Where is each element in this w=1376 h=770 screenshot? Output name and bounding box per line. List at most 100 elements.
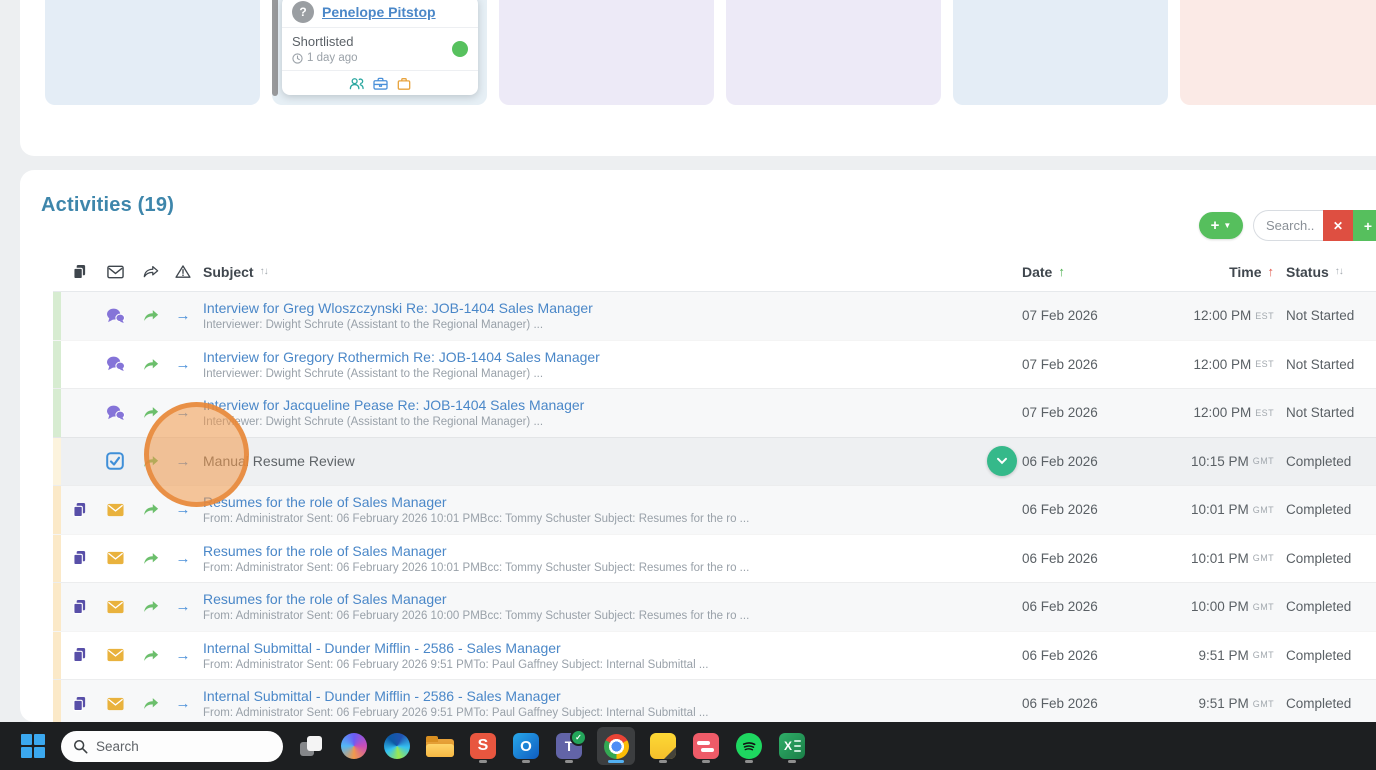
copilot-button[interactable] <box>339 728 369 764</box>
table-row[interactable]: → Resumes for the role of Sales Manager … <box>53 582 1376 631</box>
task-view-icon <box>299 734 323 758</box>
candidate-avatar: ? <box>292 0 314 23</box>
arrow-right-icon[interactable]: → <box>175 501 191 519</box>
table-row[interactable]: → Interview for Jacqueline Pease Re: JOB… <box>53 388 1376 437</box>
outlook-button[interactable]: O <box>511 728 541 764</box>
time-column-header[interactable]: Time <box>1229 263 1262 280</box>
activity-time: 9:51 PM <box>1198 696 1249 712</box>
activity-subject-link[interactable]: Resumes for the role of Sales Manager <box>203 591 447 608</box>
forward-icon[interactable] <box>143 406 159 419</box>
table-row[interactable]: → Manual Resume Review 06 Feb 2026 10:15… <box>53 436 1376 485</box>
briefcase-icon[interactable] <box>373 77 388 90</box>
activity-timezone: GMT <box>1252 504 1274 515</box>
spotify-icon <box>736 733 762 759</box>
activity-subject-link[interactable]: Resumes for the role of Sales Manager <box>203 494 447 511</box>
copy-column-icon[interactable] <box>72 264 87 280</box>
sort-icon[interactable]: ↑↓ <box>259 266 269 277</box>
teams-button[interactable]: T ✓ <box>554 728 587 764</box>
activity-status: Not Started <box>1286 308 1355 324</box>
sort-asc-icon[interactable]: ↑ <box>1058 264 1065 279</box>
activity-status: Not Started <box>1286 405 1355 421</box>
taskbar-search-label: Search <box>96 738 139 754</box>
activity-subject-link[interactable]: Internal Submittal - Dunder Mifflin - 25… <box>203 688 561 705</box>
forward-icon[interactable] <box>143 552 159 565</box>
activity-time: 10:15 PM <box>1191 453 1249 469</box>
arrow-right-icon[interactable]: → <box>175 549 191 567</box>
candidate-name-link[interactable]: Penelope Pitstop <box>322 3 436 20</box>
add-activity-button[interactable]: + ▼ <box>1199 212 1243 239</box>
activity-subject-link[interactable]: Internal Submittal - Dunder Mifflin - 25… <box>203 639 561 656</box>
table-row[interactable]: → Interview for Gregory Rothermich Re: J… <box>53 339 1376 388</box>
sublime-text-icon: S <box>470 733 496 759</box>
chrome-button[interactable] <box>597 727 635 765</box>
activity-status: Completed <box>1286 502 1352 518</box>
chrome-active-tile <box>597 727 635 765</box>
table-row[interactable]: → Resumes for the role of Sales Manager … <box>53 533 1376 582</box>
table-row[interactable]: → Interview for Greg Wloszczynski Re: JO… <box>53 292 1376 340</box>
activity-subject-link[interactable]: Interview for Greg Wloszczynski Re: JOB-… <box>203 300 593 317</box>
forward-column-icon[interactable] <box>143 265 159 278</box>
table-row[interactable]: → Internal Submittal - Dunder Mifflin - … <box>53 679 1376 722</box>
edge-button[interactable] <box>382 728 412 764</box>
warning-column-icon[interactable] <box>175 264 191 279</box>
table-row[interactable]: → Resumes for the role of Sales Manager … <box>53 485 1376 534</box>
pink-stripes-app-button[interactable] <box>691 728 721 764</box>
status-column-header[interactable]: Status <box>1286 263 1329 280</box>
arrow-right-icon[interactable]: → <box>175 307 191 325</box>
search-go-button[interactable]: + <box>1353 210 1376 241</box>
activity-subject-link[interactable]: Interview for Jacqueline Pease Re: JOB-1… <box>203 397 585 414</box>
sort-icon[interactable]: ↑↓ <box>1334 266 1344 277</box>
candidate-card[interactable]: ? Penelope Pitstop Shortlisted 1 day ago <box>282 0 478 95</box>
taskbar-search[interactable]: Search <box>61 730 283 762</box>
activities-search-input[interactable] <box>1253 210 1323 241</box>
arrow-right-icon[interactable]: → <box>175 695 191 713</box>
mail-icon <box>106 697 124 710</box>
sublime-text-button[interactable]: S <box>468 728 498 764</box>
task-view-button[interactable] <box>296 728 326 764</box>
forward-icon[interactable] <box>143 455 159 468</box>
mail-icon <box>106 649 124 662</box>
activity-time: 10:00 PM <box>1191 599 1249 615</box>
row-status-stripe <box>53 631 61 679</box>
clear-search-button[interactable]: ✕ <box>1323 210 1353 241</box>
chat-bubbles-icon <box>106 308 125 323</box>
date-column-header[interactable]: Date <box>1022 263 1053 280</box>
activity-subject-link[interactable]: Manual Resume Review <box>203 453 355 470</box>
lane-scrollbar[interactable] <box>272 0 278 96</box>
sticky-notes-button[interactable] <box>648 728 678 764</box>
activity-status: Completed <box>1286 647 1352 663</box>
expand-row-button[interactable] <box>987 446 1017 477</box>
forward-icon[interactable] <box>143 600 159 613</box>
forward-icon[interactable] <box>143 649 159 662</box>
forward-icon[interactable] <box>143 697 159 710</box>
pipeline-lane-4 <box>726 0 941 105</box>
excel-button[interactable]: X <box>777 728 807 764</box>
arrow-right-icon[interactable]: → <box>175 355 191 373</box>
forward-icon[interactable] <box>143 503 159 516</box>
plus-icon: + <box>1210 217 1220 234</box>
job-bag-icon[interactable] <box>397 77 411 90</box>
activity-time: 12:00 PM <box>1193 405 1252 421</box>
arrow-right-icon[interactable]: → <box>175 646 191 664</box>
forward-icon[interactable] <box>143 309 159 322</box>
forward-icon[interactable] <box>143 358 159 371</box>
activity-status: Completed <box>1286 696 1352 712</box>
activities-panel: Activities (19) + ▼ ✕ + <box>20 170 1376 722</box>
arrow-right-icon[interactable]: → <box>175 404 191 422</box>
activity-subject-link[interactable]: Resumes for the role of Sales Manager <box>203 542 447 559</box>
row-status-stripe <box>53 340 61 388</box>
sort-asc-icon[interactable]: ↑ <box>1267 264 1275 279</box>
start-button[interactable] <box>18 728 48 764</box>
row-status-stripe <box>53 534 61 582</box>
activity-subject-link[interactable]: Interview for Gregory Rothermich Re: JOB… <box>203 348 600 365</box>
mail-column-icon[interactable] <box>106 265 124 279</box>
table-row[interactable]: → Internal Submittal - Dunder Mifflin - … <box>53 630 1376 679</box>
candidates-icon[interactable] <box>349 77 364 90</box>
arrow-right-icon[interactable]: → <box>175 598 191 616</box>
spotify-button[interactable] <box>734 728 764 764</box>
subject-column-header[interactable]: Subject <box>203 263 254 280</box>
file-explorer-button[interactable] <box>425 728 455 764</box>
task-checkbox-icon <box>106 452 124 471</box>
row-status-stripe <box>53 680 61 722</box>
arrow-right-icon[interactable]: → <box>175 452 191 470</box>
